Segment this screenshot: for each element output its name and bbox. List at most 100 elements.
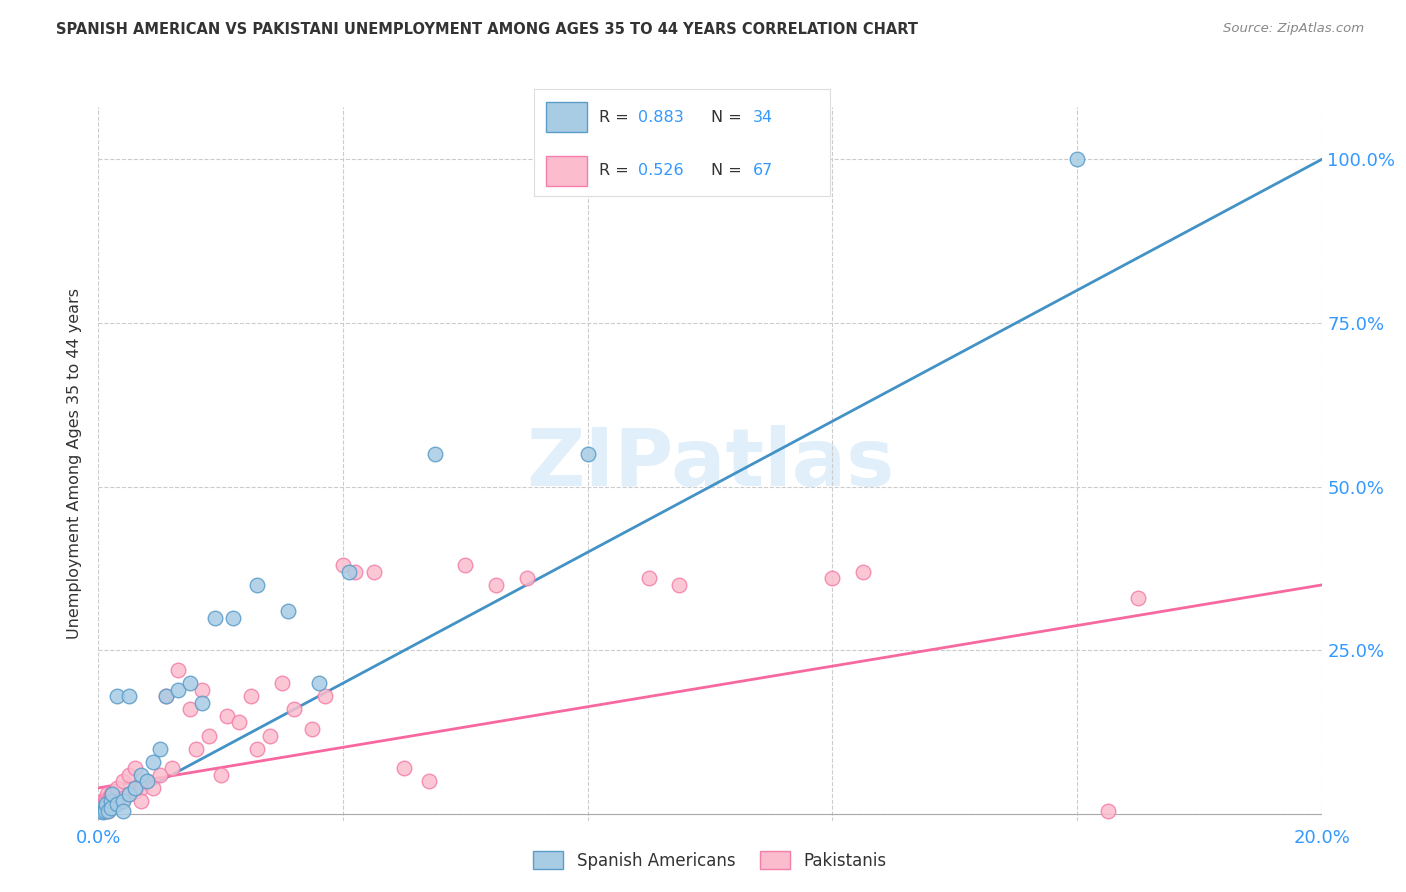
Point: [270, 676, 292, 690]
Point: [98, 794, 121, 808]
Point: [93, 804, 115, 818]
Point: [124, 761, 146, 775]
Point: [91, 805, 114, 819]
Point: [142, 755, 165, 769]
Point: [668, 578, 690, 592]
Point: [111, 790, 134, 805]
Point: [160, 761, 183, 775]
Point: [105, 797, 128, 812]
Point: [246, 741, 269, 756]
Point: [637, 571, 661, 585]
Point: [100, 800, 122, 814]
Text: N =: N =: [711, 110, 748, 125]
Point: [149, 768, 172, 782]
Text: 0.526: 0.526: [638, 163, 683, 178]
Text: ZIPatlas: ZIPatlas: [526, 425, 894, 503]
Text: Source: ZipAtlas.com: Source: ZipAtlas.com: [1223, 22, 1364, 36]
Point: [259, 729, 281, 743]
Point: [129, 780, 152, 795]
Point: [90, 797, 112, 812]
Point: [197, 729, 219, 743]
Point: [124, 780, 146, 795]
Point: [240, 690, 263, 704]
Point: [392, 761, 416, 775]
Point: [149, 741, 172, 756]
Point: [94, 790, 117, 805]
FancyBboxPatch shape: [546, 155, 588, 186]
Point: [363, 565, 385, 579]
Point: [105, 780, 128, 795]
Point: [111, 804, 134, 818]
Point: [118, 768, 141, 782]
Point: [1066, 153, 1088, 167]
Point: [111, 774, 134, 789]
Point: [222, 610, 245, 624]
Point: [129, 768, 152, 782]
Point: [136, 774, 159, 789]
Point: [228, 715, 250, 730]
Point: [89, 804, 111, 818]
Point: [246, 578, 269, 592]
Point: [516, 571, 538, 585]
Point: [101, 788, 124, 802]
Y-axis label: Unemployment Among Ages 35 to 44 years: Unemployment Among Ages 35 to 44 years: [67, 288, 83, 640]
Point: [91, 797, 114, 812]
Point: [301, 722, 323, 736]
Point: [118, 788, 141, 802]
Point: [308, 676, 330, 690]
Point: [337, 565, 360, 579]
Point: [204, 610, 226, 624]
Point: [423, 447, 446, 461]
Point: [155, 690, 177, 704]
Point: [191, 696, 214, 710]
Point: [93, 802, 115, 816]
Point: [118, 690, 141, 704]
Point: [90, 804, 112, 818]
Point: [179, 676, 201, 690]
Point: [167, 682, 190, 697]
Point: [93, 800, 115, 814]
Text: 67: 67: [752, 163, 773, 178]
Point: [96, 800, 118, 814]
Text: N =: N =: [711, 163, 748, 178]
Point: [118, 788, 141, 802]
Point: [91, 794, 114, 808]
Point: [283, 702, 305, 716]
Point: [167, 663, 190, 677]
Point: [91, 804, 114, 818]
Point: [94, 797, 117, 812]
Legend: Spanish Americans, Pakistanis: Spanish Americans, Pakistanis: [527, 845, 893, 877]
Point: [129, 794, 152, 808]
Point: [101, 790, 124, 805]
Point: [97, 804, 120, 818]
Point: [179, 702, 201, 716]
Point: [1128, 591, 1150, 605]
Point: [418, 774, 440, 789]
Point: [215, 709, 238, 723]
Point: [1097, 804, 1119, 818]
Point: [111, 794, 134, 808]
Point: [186, 741, 208, 756]
Text: R =: R =: [599, 110, 634, 125]
Point: [90, 802, 112, 816]
Point: [454, 558, 477, 573]
Point: [97, 797, 120, 812]
Point: [209, 768, 232, 782]
Text: SPANISH AMERICAN VS PAKISTANI UNEMPLOYMENT AMONG AGES 35 TO 44 YEARS CORRELATION: SPANISH AMERICAN VS PAKISTANI UNEMPLOYME…: [56, 22, 918, 37]
Text: 34: 34: [752, 110, 773, 125]
Point: [97, 804, 120, 818]
Point: [191, 682, 214, 697]
Point: [100, 788, 122, 802]
FancyBboxPatch shape: [546, 102, 588, 132]
Point: [96, 788, 118, 802]
Point: [89, 800, 111, 814]
Point: [93, 794, 115, 808]
Point: [124, 784, 146, 798]
Point: [105, 794, 128, 808]
Point: [93, 800, 115, 814]
Point: [91, 800, 114, 814]
Point: [852, 565, 875, 579]
Point: [576, 447, 599, 461]
Point: [344, 565, 367, 579]
Text: R =: R =: [599, 163, 634, 178]
